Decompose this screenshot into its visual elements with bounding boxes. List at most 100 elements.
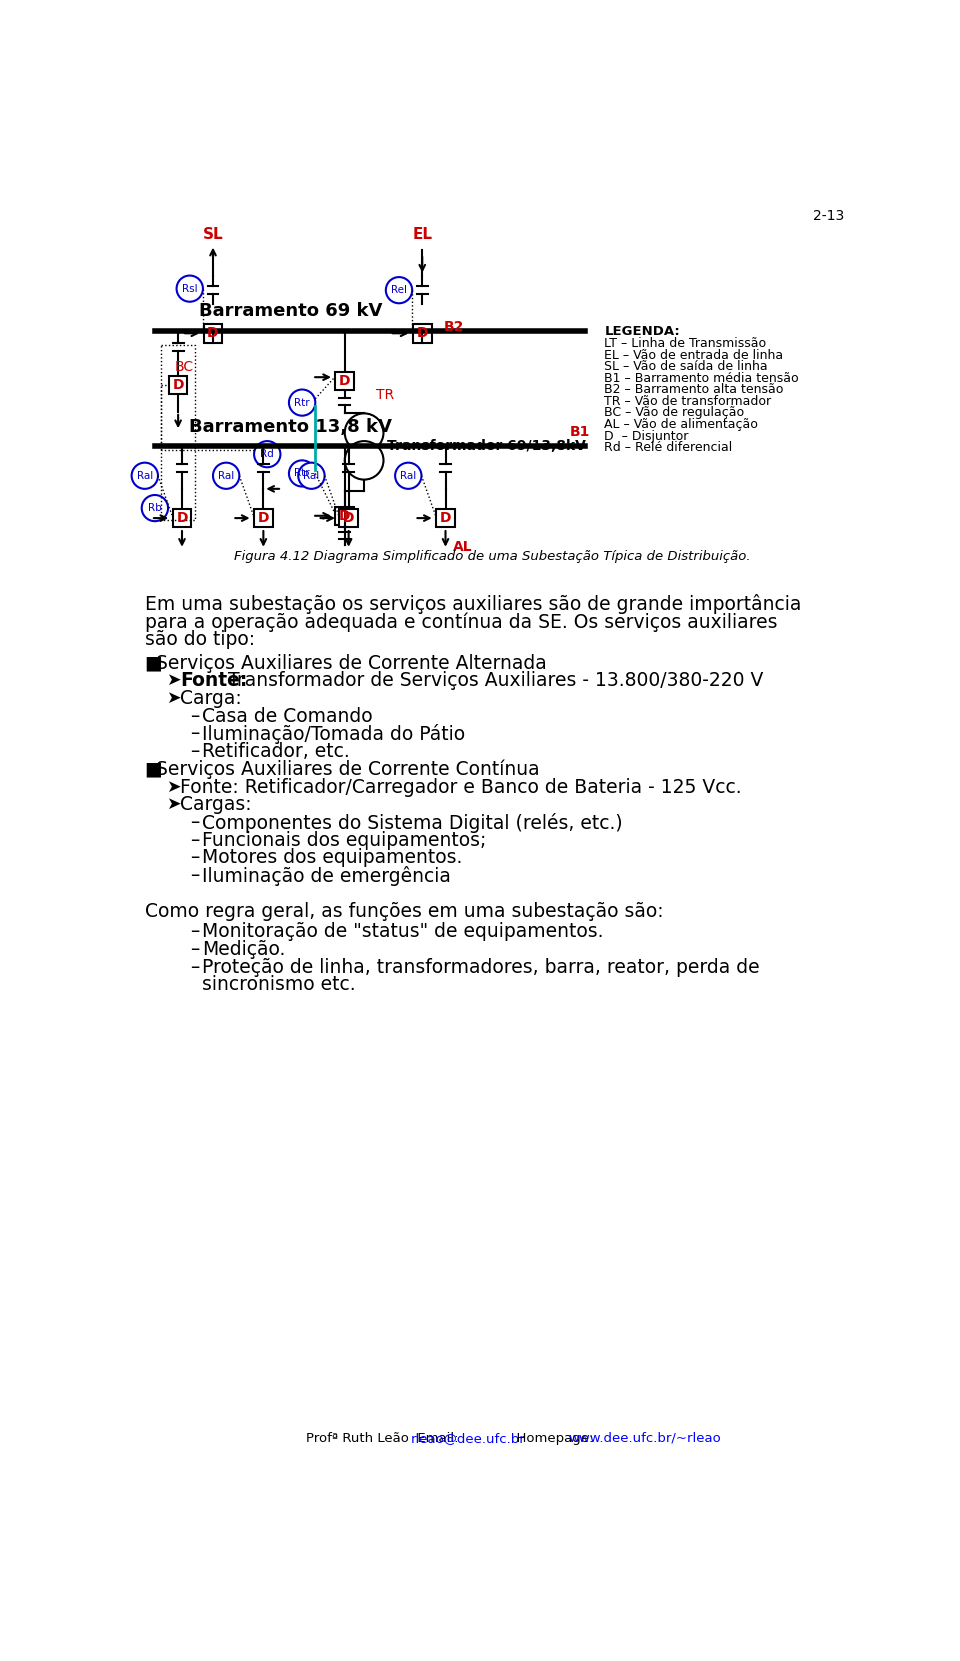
Text: Ral: Ral (136, 470, 153, 480)
Circle shape (213, 463, 239, 488)
Text: B2: B2 (444, 321, 465, 334)
Circle shape (396, 463, 421, 488)
Text: Profª Ruth Leão  Email:: Profª Ruth Leão Email: (306, 1432, 463, 1445)
Text: Ral: Ral (400, 470, 417, 480)
Text: SL: SL (203, 228, 224, 243)
Text: Serviços Auxiliares de Corrente Contínua: Serviços Auxiliares de Corrente Contínua (156, 759, 540, 779)
Text: –: – (190, 706, 199, 726)
Circle shape (289, 460, 315, 487)
Text: –: – (190, 849, 199, 867)
Text: Cargas:: Cargas: (180, 796, 252, 814)
Text: AL: AL (453, 540, 473, 553)
Text: –: – (190, 830, 199, 850)
Text: D: D (339, 374, 350, 389)
Text: Rb: Rb (148, 503, 161, 513)
Text: LT – Linha de Transmissão: LT – Linha de Transmissão (605, 337, 766, 350)
Text: Fonte:: Fonte: (180, 671, 248, 691)
Text: EL: EL (412, 228, 432, 243)
Text: Em uma subestação os serviços auxiliares são de grande importância: Em uma subestação os serviços auxiliares… (145, 595, 802, 615)
Text: –: – (190, 865, 199, 885)
Bar (335, 372, 354, 390)
Text: Rel: Rel (391, 286, 407, 296)
Text: Rd – Relé diferencial: Rd – Relé diferencial (605, 442, 732, 453)
Bar (254, 508, 273, 527)
Text: ■: ■ (144, 654, 162, 673)
Text: Iluminação de emergência: Iluminação de emergência (203, 865, 451, 885)
Text: Rtr: Rtr (295, 397, 310, 407)
Text: D: D (417, 326, 428, 341)
Bar (169, 375, 187, 394)
Bar (339, 508, 358, 527)
Text: Casa de Comando: Casa de Comando (203, 706, 372, 726)
Text: Rd: Rd (260, 448, 275, 458)
Text: ➤: ➤ (166, 689, 181, 708)
Text: www.dee.ufc.br/~rleao: www.dee.ufc.br/~rleao (568, 1432, 721, 1445)
Bar (173, 508, 191, 527)
Circle shape (254, 442, 280, 467)
Circle shape (345, 414, 383, 452)
Bar (204, 324, 223, 342)
Text: Proteção de linha, transformadores, barra, reator, perda de: Proteção de linha, transformadores, barr… (203, 958, 759, 977)
Text: para a operação adequada e contínua da SE. Os serviços auxiliares: para a operação adequada e contínua da S… (145, 611, 778, 631)
Text: Barramento 13,8 kV: Barramento 13,8 kV (189, 417, 392, 435)
Text: 2-13: 2-13 (813, 209, 845, 223)
Text: –: – (190, 922, 199, 942)
Text: Ral: Ral (303, 470, 320, 480)
Text: Motores dos equipamentos.: Motores dos equipamentos. (203, 849, 463, 867)
Text: D: D (339, 508, 350, 523)
Text: BC – Vão de regulação: BC – Vão de regulação (605, 407, 745, 420)
Text: Medição.: Medição. (203, 940, 285, 958)
Text: Fonte: Retificador/Carregador e Banco de Bateria - 125 Vcc.: Fonte: Retificador/Carregador e Banco de… (180, 777, 742, 797)
Text: –: – (190, 812, 199, 832)
Text: Figura 4.12 Diagrama Simplificado de uma Subestação Típica de Distribuição.: Figura 4.12 Diagrama Simplificado de uma… (233, 550, 751, 563)
Circle shape (289, 390, 315, 415)
Text: –: – (190, 742, 199, 761)
Text: TR – Vão de transformador: TR – Vão de transformador (605, 395, 772, 409)
Text: –: – (190, 940, 199, 958)
Text: Homepage:: Homepage: (508, 1432, 597, 1445)
Text: Monitoração de "status" de equipamentos.: Monitoração de "status" de equipamentos. (203, 922, 604, 942)
Text: LEGENDA:: LEGENDA: (605, 326, 680, 337)
Text: BC: BC (175, 360, 194, 374)
Text: Retificador, etc.: Retificador, etc. (203, 742, 349, 761)
Text: Iluminação/Tomada do Pátio: Iluminação/Tomada do Pátio (203, 724, 466, 744)
Text: –: – (190, 958, 199, 977)
Bar (436, 508, 455, 527)
Text: EL – Vão de entrada de linha: EL – Vão de entrada de linha (605, 349, 783, 362)
Text: Componentes do Sistema Digital (relés, etc.): Componentes do Sistema Digital (relés, e… (203, 812, 623, 834)
Text: Rsl: Rsl (182, 284, 198, 294)
Text: Carga:: Carga: (180, 689, 242, 708)
Text: Ral: Ral (218, 470, 234, 480)
Text: D: D (173, 379, 184, 392)
Text: Transformador de Serviços Auxiliares - 13.800/380-220 V: Transformador de Serviços Auxiliares - 1… (223, 671, 763, 691)
Text: B1 – Barramento média tensão: B1 – Barramento média tensão (605, 372, 799, 385)
Text: sincronismo etc.: sincronismo etc. (203, 975, 356, 995)
Text: D: D (177, 512, 188, 525)
Text: ■: ■ (144, 759, 162, 779)
Text: D: D (440, 512, 451, 525)
Circle shape (132, 463, 158, 488)
Text: ➤: ➤ (166, 777, 181, 796)
Circle shape (299, 463, 324, 488)
Text: TR: TR (375, 389, 394, 402)
Text: Serviços Auxiliares de Corrente Alternada: Serviços Auxiliares de Corrente Alternad… (156, 654, 546, 673)
Text: D: D (257, 512, 269, 525)
Text: Funcionais dos equipamentos;: Funcionais dos equipamentos; (203, 830, 487, 850)
Bar (413, 324, 432, 342)
Text: ➤: ➤ (166, 796, 181, 814)
Text: B1: B1 (569, 425, 589, 439)
Text: D  – Disjuntor: D – Disjuntor (605, 430, 688, 442)
Text: Transformador 69/13,8kV: Transformador 69/13,8kV (388, 440, 587, 453)
Text: Como regra geral, as funções em uma subestação são:: Como regra geral, as funções em uma sube… (145, 902, 663, 920)
Text: D: D (343, 512, 354, 525)
Bar (335, 507, 354, 525)
Circle shape (386, 277, 412, 304)
Text: Rtr: Rtr (295, 468, 310, 478)
Text: B2 – Barramento alta tensão: B2 – Barramento alta tensão (605, 384, 783, 397)
Text: ➤: ➤ (166, 671, 181, 689)
Text: AL – Vão de alimentação: AL – Vão de alimentação (605, 419, 758, 430)
Text: SL – Vão de saída de linha: SL – Vão de saída de linha (605, 360, 768, 374)
Text: Barramento 69 kV: Barramento 69 kV (199, 302, 382, 321)
Circle shape (177, 276, 203, 302)
Text: –: – (190, 724, 199, 744)
